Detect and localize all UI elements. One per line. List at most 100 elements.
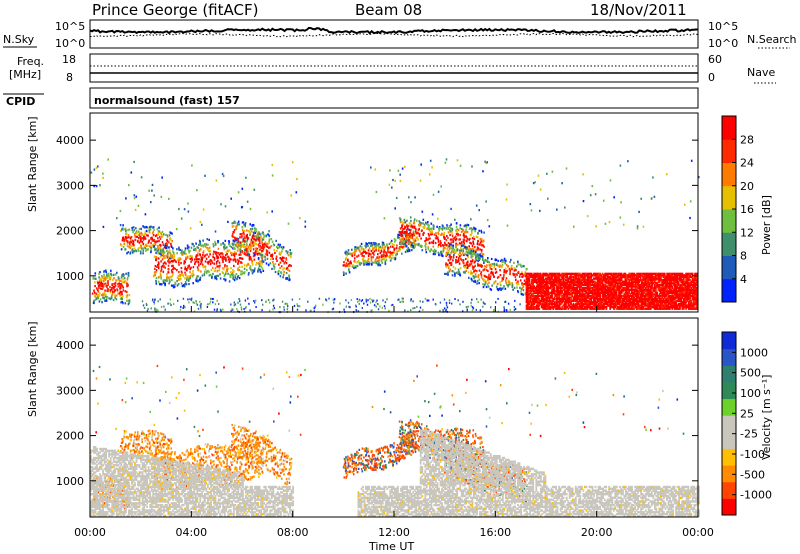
power-cell	[263, 244, 265, 247]
power-cell	[654, 291, 657, 294]
power-cell	[632, 294, 634, 298]
power-cell	[653, 279, 656, 282]
power-cell	[572, 286, 575, 290]
power-cell	[155, 248, 157, 251]
power-cell	[595, 304, 598, 307]
power-cell	[623, 307, 626, 310]
power-cell	[439, 240, 442, 243]
power-cell	[156, 227, 159, 230]
power-cell	[644, 282, 647, 285]
power-cell	[127, 251, 130, 254]
power-cell	[104, 299, 106, 302]
power-cell	[266, 257, 269, 260]
power-cell	[447, 242, 450, 245]
power-cell	[648, 282, 651, 285]
power-cell	[637, 291, 639, 294]
power-cell	[384, 262, 387, 266]
power-cell	[278, 269, 280, 272]
power-cell	[557, 279, 560, 282]
power-cell	[151, 244, 154, 247]
power-cell	[651, 291, 653, 294]
power-cell	[192, 266, 195, 269]
power-cell	[403, 219, 406, 222]
power-cell	[556, 274, 558, 277]
power-cell	[559, 299, 562, 302]
power-cell	[504, 267, 507, 270]
power-cell	[657, 302, 660, 306]
power-cell	[98, 294, 100, 298]
power-cell	[549, 302, 552, 306]
power-cell	[578, 288, 581, 291]
power-cell	[365, 263, 368, 266]
power-cell	[265, 245, 268, 248]
power-cell	[285, 250, 287, 253]
power-cell	[567, 301, 570, 304]
power-cell	[261, 249, 263, 252]
power-cell	[562, 288, 565, 291]
power-cell	[561, 307, 563, 310]
power-cell	[214, 240, 216, 243]
power-cell	[638, 283, 641, 287]
power-cell	[584, 280, 586, 283]
power-cell	[256, 234, 259, 237]
power-cell	[197, 261, 199, 264]
power-cell	[408, 239, 411, 243]
power-cell	[534, 294, 537, 298]
power-cell	[576, 296, 579, 299]
power-cell	[657, 296, 660, 299]
power-cell	[129, 237, 132, 240]
power-cell	[633, 296, 636, 299]
power-cell	[638, 293, 641, 296]
power-cell	[401, 226, 403, 229]
power-cell	[557, 274, 560, 277]
power-cell	[199, 243, 202, 246]
power-cell	[573, 290, 576, 293]
power-cell	[346, 252, 349, 255]
power-cell	[637, 293, 639, 296]
power-cell	[558, 290, 561, 293]
power-cell	[573, 305, 576, 309]
power-cell	[647, 307, 650, 310]
power-cell	[618, 280, 620, 283]
power-cell	[483, 265, 486, 268]
power-cell	[586, 301, 589, 304]
power-cell	[561, 305, 563, 309]
power-cell	[181, 251, 183, 254]
power-cell	[451, 270, 453, 273]
power-cell	[250, 245, 252, 248]
power-cell	[577, 305, 580, 309]
power-cell	[126, 296, 128, 299]
power-cell	[246, 247, 248, 250]
power-cell	[280, 272, 283, 275]
power-cell	[620, 296, 623, 299]
power-cell	[377, 249, 380, 252]
power-cell	[100, 294, 103, 297]
power-cell	[632, 288, 634, 291]
power-cell	[367, 244, 369, 247]
power-cell	[246, 233, 248, 236]
power-cell	[125, 281, 128, 284]
power-cell	[653, 299, 656, 302]
power-cell	[543, 272, 546, 276]
power-cell	[216, 251, 218, 254]
power-cell	[144, 236, 146, 239]
power-cell	[369, 242, 371, 245]
power-cell	[158, 251, 160, 254]
power-cell	[520, 292, 523, 296]
power-cell	[241, 251, 244, 254]
power-cell	[604, 275, 607, 279]
power-cell	[254, 231, 256, 234]
power-cell	[644, 277, 647, 280]
power-cell	[651, 279, 653, 282]
power-cell	[647, 293, 650, 296]
freq-label-line1: Freq.	[17, 55, 44, 68]
power-cell	[486, 264, 488, 267]
power-cell	[620, 272, 623, 276]
power-cell	[611, 279, 614, 282]
power-cell	[649, 272, 652, 276]
power-cell	[586, 299, 589, 302]
power-cell	[357, 254, 360, 257]
power-cell	[557, 286, 560, 290]
power-cell	[562, 299, 565, 302]
power-cell	[604, 274, 607, 277]
